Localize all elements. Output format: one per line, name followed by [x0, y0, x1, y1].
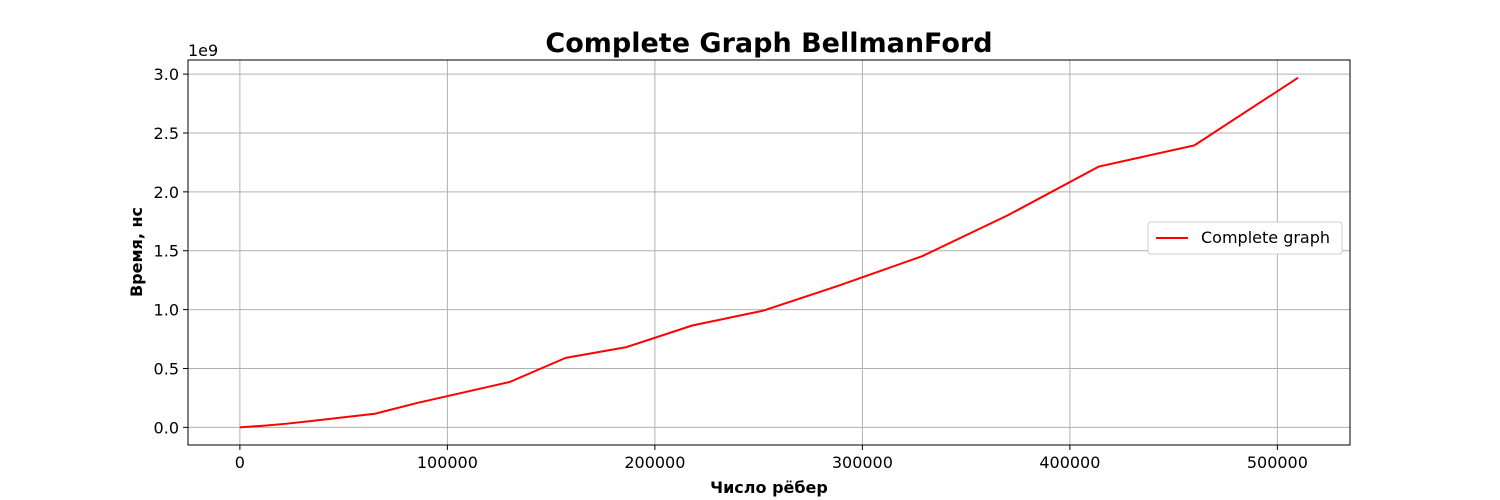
x-tick-label: 500000: [1247, 453, 1308, 472]
y-tick-label: 2.0: [154, 183, 179, 202]
x-tick-label: 100000: [417, 453, 478, 472]
x-tick-label: 300000: [832, 453, 893, 472]
y-tick-label: 1.0: [154, 301, 179, 320]
series-line: [239, 76, 1299, 429]
y-tick-label: 2.5: [154, 124, 179, 143]
series-layer: [239, 76, 1299, 429]
x-tick-label: 400000: [1039, 453, 1100, 472]
y-offset-label: 1e9: [188, 41, 218, 60]
y-axis: 0.0 0.5 1.0 1.5 2.0 2.5 3.0: [154, 65, 188, 437]
y-tick-label: 0.0: [154, 418, 179, 437]
y-tick-label: 0.5: [154, 359, 179, 378]
y-tick-label: 1.5: [154, 242, 179, 261]
legend-box: [1147, 221, 1343, 255]
legend-label: Complete graph: [1201, 228, 1330, 247]
y-tick-label: 3.0: [154, 65, 179, 84]
legend: Complete graph: [1147, 221, 1343, 255]
x-tick-label: 200000: [624, 453, 685, 472]
y-axis-label: Время, нс: [127, 207, 146, 297]
x-axis: 0 100000 200000 300000 400000 500000: [235, 445, 1308, 472]
x-tick-label: 0: [235, 453, 245, 472]
plot-area: [187, 59, 1351, 446]
chart-title: Complete Graph BellmanFord: [545, 28, 992, 59]
x-axis-label: Число рёбер: [710, 478, 828, 497]
